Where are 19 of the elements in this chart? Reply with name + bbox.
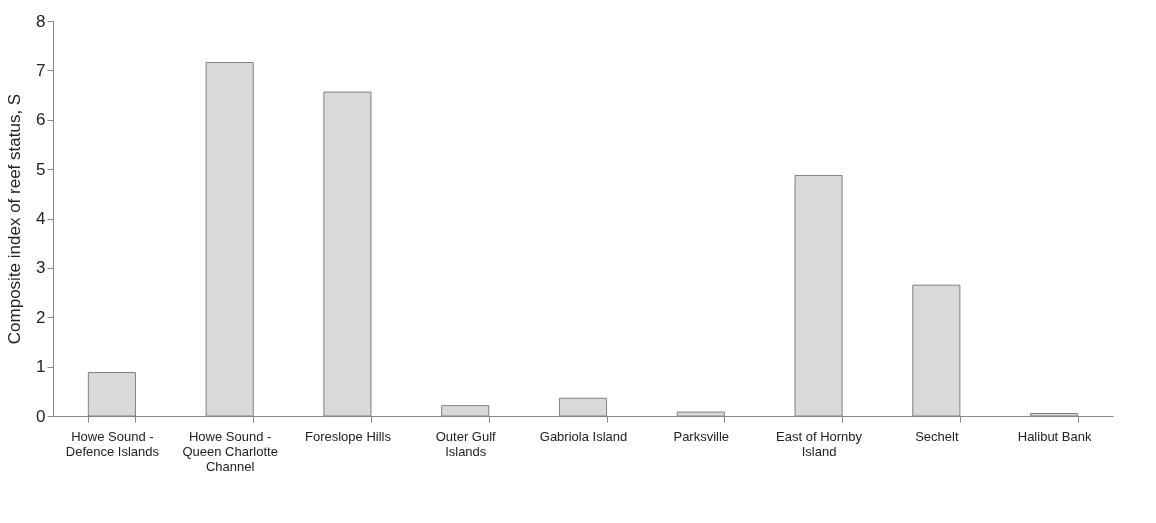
y-tick-label: 2 — [36, 307, 46, 327]
x-tick-label: Howe Sound - Defence Islands — [65, 428, 160, 459]
y-tick-label: 1 — [36, 357, 46, 377]
y-tick-label: 7 — [36, 60, 46, 80]
x-tick-label: Howe Sound - Queen Charlotte Channel — [182, 428, 278, 474]
y-axis-title: Composite index of reef status, S — [5, 93, 25, 345]
y-tick-label: 6 — [36, 110, 46, 130]
y-tick-label: 5 — [36, 159, 46, 179]
y-tick-label: 3 — [36, 258, 46, 278]
x-tick-label: East of Hornby Island — [776, 428, 863, 459]
x-tick-label: Sechelt — [915, 428, 959, 444]
x-tick-label: Parksville — [673, 428, 730, 444]
x-tick-label: Foreslope Hills — [304, 428, 392, 444]
y-tick-label: 0 — [36, 406, 46, 426]
y-tick-label: 4 — [36, 209, 46, 228]
x-tick-label: Outer Gulf Islands — [435, 428, 497, 459]
x-tick-label: Halibut Bank — [1017, 428, 1092, 444]
x-tick-label: Gabriola Island — [539, 428, 628, 444]
y-tick-label: 8 — [36, 11, 46, 31]
